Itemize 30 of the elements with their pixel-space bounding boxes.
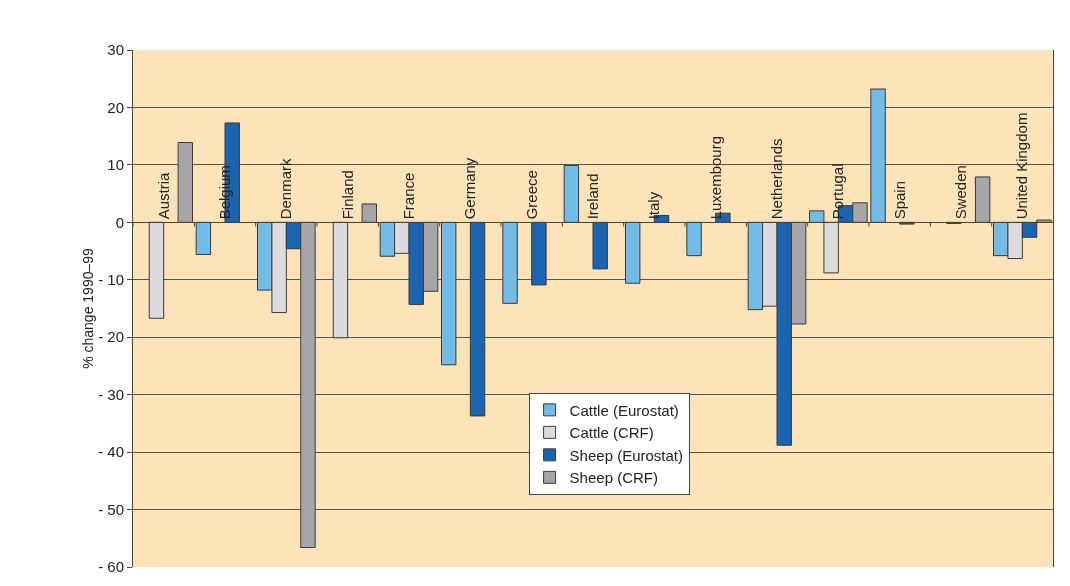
x-tick-label: United Kingdom (1013, 112, 1031, 220)
y-tick-label: 0 (115, 213, 124, 231)
x-tick-label: Portugal (829, 163, 847, 220)
y-axis-title: % change 1990–99 (80, 247, 97, 369)
x-tick-label: Netherlands (767, 138, 785, 220)
x-tick-label: Belgium (215, 165, 233, 220)
x-tick-label: Luxembourg (706, 135, 724, 220)
y-tick-label: - 30 (98, 385, 124, 403)
legend-label: Cattle (Eurostat) (569, 401, 679, 419)
y-tick-label: 30 (107, 41, 124, 59)
x-tick-label: Germany (461, 157, 479, 220)
x-tick-label: Spain (890, 180, 908, 220)
x-tick-label: Finland (338, 170, 356, 220)
legend-label: Cattle (CRF) (569, 424, 654, 442)
y-tick-label: 10 (107, 156, 124, 174)
legend-label: Sheep (CRF) (569, 469, 658, 487)
x-tick-label: Sweden (951, 165, 969, 220)
y-tick-label: - 20 (98, 328, 124, 346)
x-tick-label: Italy (645, 191, 663, 220)
y-tick-label: 20 (107, 98, 124, 116)
y-tick-label: - 60 (98, 558, 124, 576)
legend-label: Sheep (Eurostat) (569, 446, 684, 464)
x-tick-label: France (399, 172, 417, 220)
x-tick-label: Austria (154, 171, 172, 220)
y-tick-label: - 10 (98, 271, 124, 289)
x-tick-label: Ireland (583, 173, 601, 220)
y-tick-label: - 40 (98, 443, 124, 461)
y-tick-label: - 50 (98, 500, 124, 518)
x-tick-label: Denmark (277, 157, 295, 220)
x-tick-label: Greece (522, 170, 540, 220)
